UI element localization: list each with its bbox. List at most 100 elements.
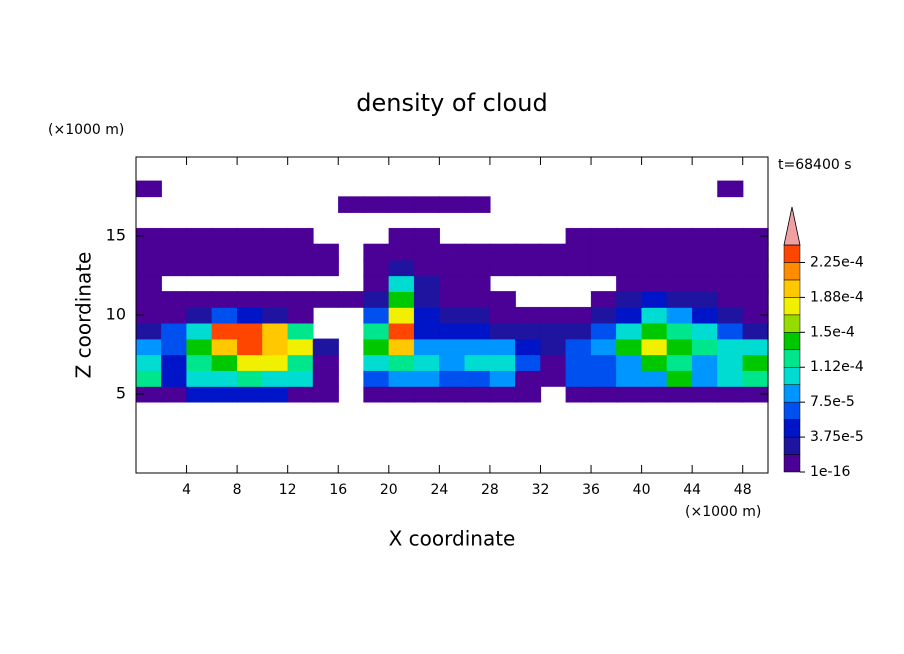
heatmap-cell [464,243,491,261]
heatmap-cell [590,243,617,261]
heatmap-cell [161,322,188,340]
heatmap-cell [287,306,314,324]
heatmap-cell [161,291,188,308]
heatmap-cell [666,354,693,371]
heatmap-cell [413,196,441,213]
x-tick-label: 24 [430,482,448,498]
heatmap-cell [262,385,289,403]
heatmap-cell [135,275,162,292]
heatmap-cell [388,196,415,213]
heatmap-cell [590,370,617,387]
heatmap-cell [742,275,769,292]
heatmap-cell [590,385,617,403]
heatmap-cell [439,322,466,340]
heatmap-cell [363,243,390,261]
heatmap-cell [464,306,491,324]
heatmap-cell [161,306,188,324]
heatmap-cell [388,243,415,261]
heatmap-cell [540,306,567,324]
heatmap-cell [515,322,542,340]
heatmap-cell [211,370,238,387]
heatmap-cell [413,227,441,245]
heatmap-cell [565,354,592,371]
heatmap-cell [641,306,668,324]
heatmap-cell [666,243,693,261]
heatmap-cell [540,354,567,371]
heatmap-cell [211,259,238,277]
heatmap-cell [717,243,744,261]
colorbar-tick-label: 1.88e-4 [810,289,864,305]
heatmap-cell [287,385,314,403]
heatmap-cell [565,243,592,261]
heatmap-cell [717,370,744,387]
colorbar-tick-label: 7.5e-5 [810,394,855,410]
heatmap-cell [742,338,769,356]
heatmap-cell [565,306,592,324]
heatmap-cell [489,322,516,340]
colorbar-tick-label: 2.25e-4 [810,254,864,270]
heatmap-cell [565,385,592,403]
heatmap-cell [666,322,693,340]
heatmap-cell [692,322,719,340]
heatmap-cell [439,306,466,324]
heatmap-cell [211,306,238,324]
heatmap-cell [515,370,542,387]
heatmap-cell [515,259,542,277]
heatmap-cell [186,385,213,403]
heatmap-cell [439,291,466,308]
heatmap-cell [363,275,390,292]
heatmap-cell [641,259,668,277]
colorbar-tick-label: 1.12e-4 [810,359,864,375]
heatmap-cell [590,291,617,308]
heatmap-cell [186,291,213,308]
heatmap-cell [616,338,643,356]
heatmap-cell [489,385,516,403]
heatmap-cell [616,291,643,308]
colorbar-tick-label: 3.75e-5 [810,429,864,445]
heatmap-cell [186,338,213,356]
heatmap-cell [363,259,390,277]
heatmap-cell [388,370,415,387]
heatmap-cell [262,370,289,387]
heatmap-cell [312,354,339,371]
heatmap-cell [590,354,617,371]
heatmap-cell [161,354,188,371]
heatmap-cell [692,243,719,261]
heatmap-cell [717,227,744,245]
y-tick-label: 10 [106,305,126,324]
heatmap-cell [262,243,289,261]
heatmap-cell [489,259,516,277]
heatmap-cell [565,338,592,356]
heatmap-cell [161,338,188,356]
heatmap-cell [464,338,491,356]
y-unit: (×1000 m) [48,122,124,138]
heatmap-cell [312,243,339,261]
heatmap-cell [742,370,769,387]
heatmap-cell [540,370,567,387]
heatmap-cell [515,338,542,356]
heatmap-cell [186,354,213,371]
heatmap-cell [489,354,516,371]
heatmap-cell [312,370,339,387]
chart-title: density of cloud [356,89,547,117]
colorbar-over [783,206,801,246]
colorbar-band [783,401,801,420]
heatmap-cell [717,322,744,340]
heatmap-cell [692,291,719,308]
heatmap-cell [515,243,542,261]
heatmap-cell [186,243,213,261]
heatmap-cell [363,338,390,356]
heatmap-cell [666,385,693,403]
heatmap-cell [540,338,567,356]
heatmap-cell [692,306,719,324]
x-tick-label: 44 [683,482,701,498]
heatmap-cell [211,227,238,245]
heatmap-cell [565,370,592,387]
heatmap-cell [464,291,491,308]
heatmap-cell [464,259,491,277]
heatmap-cell [413,385,441,403]
heatmap-cell [287,354,314,371]
heatmap-cell [236,291,264,308]
time-annotation: t=68400 s [778,157,852,173]
